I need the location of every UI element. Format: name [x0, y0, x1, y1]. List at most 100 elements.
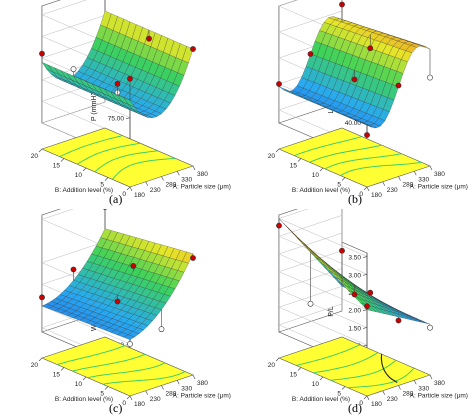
- floor-contour-plane: [278, 336, 431, 397]
- z-tick-label: 3.00: [348, 272, 361, 279]
- y-tick-label: 0: [359, 191, 363, 198]
- y-tick-label: 10: [75, 381, 83, 388]
- y-tick: [275, 357, 280, 362]
- floor-contour-line: [112, 157, 176, 180]
- x-tick: [161, 385, 164, 390]
- design-point: [395, 82, 402, 89]
- design-point: [364, 303, 370, 310]
- chart-svg-a: 65.0070.0075.0080.0085.0090.00P (mmH2O)1…: [31, 0, 231, 199]
- x-axis-label: A: Particle size (μm): [173, 183, 231, 190]
- z-tick: [362, 256, 368, 258]
- x-tick-label: 330: [181, 176, 192, 183]
- x-tick-label: 230: [150, 187, 161, 194]
- y-tick-label: 15: [290, 372, 298, 379]
- z-tick-label: 75.00: [108, 116, 125, 123]
- design-point: [307, 51, 314, 57]
- y-tick: [38, 148, 43, 153]
- floor-contour-line: [296, 344, 361, 366]
- x-tick-label: 280: [403, 391, 414, 398]
- chart-svg-b: 20.0040.0060.0080.00100.00L (mm)18023028…: [268, 0, 468, 199]
- x-tick-label: 380: [434, 171, 445, 178]
- x-tick: [145, 181, 149, 186]
- x-tick: [398, 385, 401, 390]
- design-point: [339, 1, 345, 8]
- surface-cell: [419, 320, 431, 325]
- floor-contour-plane: [41, 127, 194, 188]
- z-tick-label: 40.00: [345, 120, 362, 127]
- design-point: [114, 80, 121, 87]
- y-tick-label: 15: [53, 372, 61, 379]
- chart-panel-a: 65.0070.0075.0080.0085.0090.00P (mmH2O)1…: [0, 0, 237, 209]
- y-tick: [297, 367, 302, 371]
- panel-label-c: (c): [109, 401, 123, 415]
- design-point: [351, 291, 358, 298]
- design-point: [190, 46, 196, 52]
- floor-contour-plane: [278, 127, 431, 188]
- y-tick: [82, 376, 87, 381]
- y-tick: [126, 186, 131, 191]
- x-tick: [176, 171, 180, 176]
- x-tick-label: 330: [418, 385, 429, 392]
- design-point: [364, 132, 370, 138]
- y-tick: [319, 376, 324, 381]
- x-tick: [192, 374, 196, 380]
- floor-contour-line: [309, 144, 382, 163]
- floor-contour-line: [324, 153, 402, 170]
- x-tick: [161, 176, 164, 181]
- y-tick: [126, 395, 131, 400]
- y-axis-label: B: Addition level (%): [55, 187, 113, 194]
- design-point: [307, 300, 314, 307]
- x-tick-label: 180: [134, 192, 145, 199]
- x-axis-label: A: Particle size (μm): [173, 392, 231, 399]
- design-point: [158, 326, 165, 333]
- panel-label-a: (a): [109, 192, 123, 206]
- y-axis-label: B: Addition level (%): [292, 396, 350, 403]
- z-tick: [362, 344, 368, 347]
- y-tick-label: 0: [122, 191, 126, 198]
- chart-panel-c: 50.00100.00150.00200.00300.00W (× 10⁻⁴ J…: [0, 209, 237, 418]
- z-tick-label: 2.00: [348, 308, 361, 315]
- y-tick-label: 20: [31, 153, 39, 160]
- y-tick-label: 5: [100, 391, 104, 398]
- design-point: [395, 317, 402, 324]
- y-tick-label: 0: [359, 400, 363, 407]
- design-point: [39, 50, 45, 57]
- x-tick: [382, 390, 386, 395]
- panel-label-b: (b): [348, 192, 362, 206]
- x-tick: [398, 176, 401, 181]
- x-tick-label: 380: [197, 171, 208, 178]
- floor-contour-line: [94, 150, 158, 173]
- y-tick-label: 15: [53, 163, 61, 170]
- z-gridline: [278, 250, 368, 310]
- y-tick: [60, 158, 65, 162]
- response-surface: [41, 228, 194, 340]
- floor-contour-plane: [41, 336, 194, 397]
- chart-panel-d: 0.501.001.502.002.503.003.50P/L180230280…: [237, 209, 474, 418]
- y-tick-label: 0: [122, 400, 126, 407]
- x-tick: [129, 395, 133, 401]
- y-tick-label: 10: [312, 381, 320, 388]
- z-tick-label: 1.50: [348, 325, 361, 332]
- z-tick-label: 3.50: [348, 255, 361, 262]
- floor-contour-line: [330, 359, 397, 381]
- design-point: [127, 75, 133, 82]
- x-tick: [382, 181, 386, 186]
- y-axis-label: B: Addition level (%): [292, 187, 350, 194]
- z-axis-label: P (mmH2O): [91, 84, 98, 121]
- design-point: [427, 324, 433, 331]
- z-axis-label: P/L: [328, 306, 335, 317]
- design-point: [276, 81, 282, 87]
- y-tick-label: 20: [268, 362, 276, 369]
- x-tick: [413, 171, 417, 176]
- x-tick: [366, 395, 370, 401]
- x-tick-label: 180: [134, 401, 145, 408]
- design-point: [70, 66, 77, 73]
- y-tick: [60, 367, 65, 371]
- y-tick-label: 15: [290, 163, 298, 170]
- floor-contour-line: [59, 135, 123, 158]
- x-tick: [145, 390, 149, 395]
- design-point: [190, 255, 196, 261]
- floor-contour-line: [76, 142, 141, 165]
- x-tick-label: 280: [166, 391, 177, 398]
- z-tick: [362, 327, 368, 329]
